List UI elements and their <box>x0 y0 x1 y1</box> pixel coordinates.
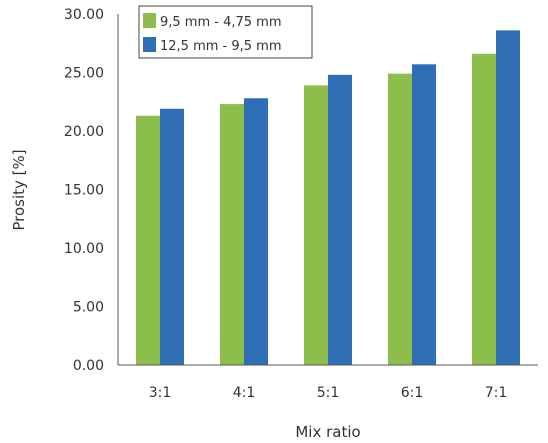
legend-label-series-2: 12,5 mm - 9,5 mm <box>160 39 282 54</box>
x-tick-label: 4:1 <box>233 385 256 401</box>
bar-series-2-7-1 <box>496 30 520 365</box>
x-tick-label: 6:1 <box>401 385 424 401</box>
bar-series-1-7-1 <box>472 53 496 365</box>
x-tick-label: 5:1 <box>317 385 340 401</box>
bar-series-1-3-1 <box>136 115 160 365</box>
y-tick-labels: 0.00 5.00 10.00 15.00 20.00 25.00 30.00 <box>64 7 104 374</box>
x-tick-label: 7:1 <box>485 385 508 401</box>
legend-box <box>138 5 313 59</box>
y-tick-label: 30.00 <box>64 7 104 23</box>
bar-series-2-5-1 <box>328 74 352 365</box>
y-tick-label: 15.00 <box>64 183 104 199</box>
x-axis-title: Mix ratio <box>295 423 360 441</box>
y-axis-title: Prosity [%] <box>10 149 28 230</box>
y-tick-label: 5.00 <box>73 300 104 316</box>
bars-layer <box>136 30 520 366</box>
legend-swatch-series-1 <box>143 13 156 28</box>
y-tick-label: 20.00 <box>64 124 104 140</box>
bar-series-2-6-1 <box>412 64 436 365</box>
bar-series-2-4-1 <box>244 98 268 366</box>
axes-layer <box>117 14 538 366</box>
legend: 9,5 mm - 4,75 mm 12,5 mm - 9,5 mm <box>138 5 313 59</box>
bar-series-2-3-1 <box>160 108 184 366</box>
y-tick-label: 25.00 <box>64 66 104 82</box>
bar-series-1-4-1 <box>220 104 244 365</box>
bar-series-1-6-1 <box>388 73 412 366</box>
legend-label-series-1: 9,5 mm - 4,75 mm <box>160 15 282 30</box>
legend-swatch-series-2 <box>143 37 156 52</box>
x-tick-labels: 3:1 4:1 5:1 6:1 7:1 <box>149 385 508 401</box>
bar-series-1-5-1 <box>304 85 328 366</box>
x-tick-label: 3:1 <box>149 385 172 401</box>
y-tick-label: 10.00 <box>64 241 104 257</box>
y-tick-label: 0.00 <box>73 358 104 374</box>
